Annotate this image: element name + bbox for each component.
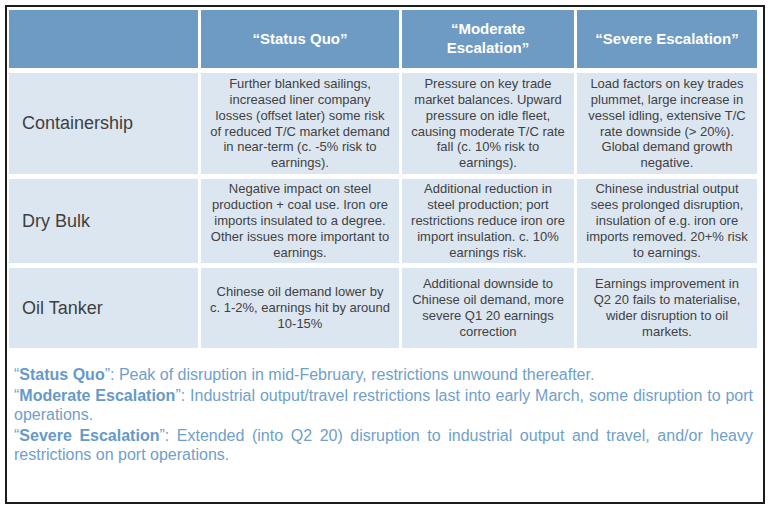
- cell-dry-bulk-status-quo: Negative impact on steel production + co…: [201, 179, 399, 263]
- note-text: Peak of disruption in mid-February, rest…: [119, 366, 595, 383]
- note-status-quo: “Status Quo”: Peak of disruption in mid-…: [14, 365, 753, 384]
- close-quote: ”:: [159, 427, 176, 444]
- cell-dry-bulk-moderate-escalation: Additional reduction in steel production…: [402, 179, 574, 263]
- note-severe-escalation: “Severe Escalation”: Extended (into Q2 2…: [14, 426, 753, 464]
- note-label: Status Quo: [19, 366, 104, 383]
- column-header-severe-escalation: “Severe Escalation”: [577, 10, 757, 68]
- cell-dry-bulk-severe-escalation: Chinese industrial output sees prolonged…: [577, 179, 757, 263]
- column-header-empty: [9, 10, 198, 68]
- column-header-moderate-escalation: “Moderate Escalation”: [402, 10, 574, 68]
- scenario-definitions: “Status Quo”: Peak of disruption in mid-…: [9, 365, 761, 464]
- scenario-table: “Status Quo” “Moderate Escalation” “Seve…: [9, 10, 757, 348]
- cell-containership-status-quo: Further blanked sailings, increased line…: [201, 73, 399, 174]
- row-label-oil-tanker: Oil Tanker: [9, 268, 198, 348]
- note-label: Severe Escalation: [19, 427, 159, 444]
- cell-oil-tanker-status-quo: Chinese oil demand lower by c. 1-2%, ear…: [201, 268, 399, 348]
- cell-containership-moderate-escalation: Pressure on key trade market balances. U…: [402, 73, 574, 174]
- close-quote: ”:: [105, 366, 119, 383]
- row-label-dry-bulk: Dry Bulk: [9, 179, 198, 263]
- cell-containership-severe-escalation: Load factors on key trades plummet, larg…: [577, 73, 757, 174]
- row-label-containership: Containership: [9, 73, 198, 174]
- column-header-status-quo: “Status Quo”: [201, 10, 399, 68]
- cell-oil-tanker-moderate-escalation: Additional downside to Chinese oil deman…: [402, 268, 574, 348]
- slide-frame: “Status Quo” “Moderate Escalation” “Seve…: [5, 5, 765, 504]
- close-quote: ”:: [175, 387, 190, 404]
- note-moderate-escalation: “Moderate Escalation”: Industrial output…: [14, 386, 753, 424]
- cell-oil-tanker-severe-escalation: Earnings improvement in Q2 20 fails to m…: [577, 268, 757, 348]
- note-label: Moderate Escalation: [19, 387, 175, 404]
